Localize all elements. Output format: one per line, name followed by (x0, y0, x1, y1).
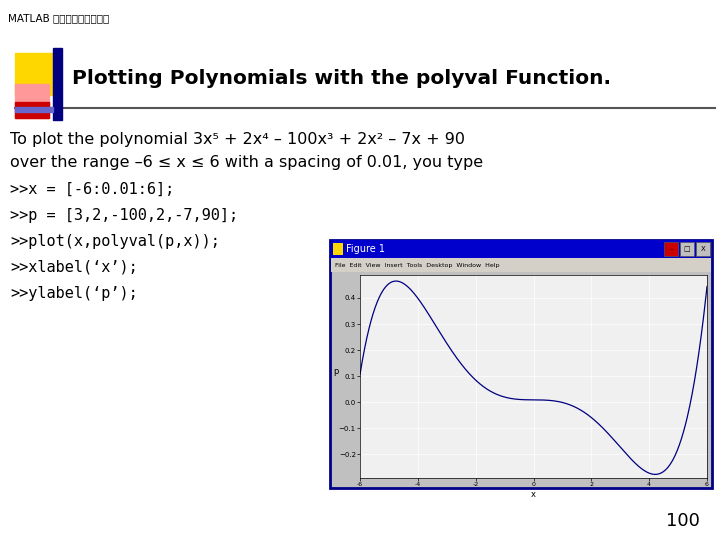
Text: File  Edit  View  Insert  Tools  Desktop  Window  Help: File Edit View Insert Tools Desktop Wind… (335, 262, 500, 267)
Text: >>ylabel(‘p’);: >>ylabel(‘p’); (10, 286, 138, 301)
Bar (330, 240, 712, 488)
X-axis label: x: x (531, 490, 536, 499)
Text: >>p = [3,2,-100,2,-7,90];: >>p = [3,2,-100,2,-7,90]; (10, 208, 238, 223)
Text: Figure 1: Figure 1 (346, 244, 385, 254)
Bar (15, 107, 53, 112)
Text: over the range –6 ≤ x ≤ 6 with a spacing of 0.01, you type: over the range –6 ≤ x ≤ 6 with a spacing… (10, 155, 483, 170)
Bar (331, 258, 711, 272)
Text: MATLAB 程式設計與工程應用: MATLAB 程式設計與工程應用 (8, 13, 109, 23)
Y-axis label: p: p (333, 368, 338, 376)
Text: □: □ (684, 246, 690, 252)
Bar (53, 48, 62, 120)
Bar (331, 240, 711, 258)
Text: >>x = [-6:0.01:6];: >>x = [-6:0.01:6]; (10, 182, 174, 197)
Text: 100: 100 (666, 512, 700, 530)
Bar (664, 242, 678, 256)
Text: To plot the polynomial 3x⁵ + 2x⁴ – 100x³ + 2x² – 7x + 90: To plot the polynomial 3x⁵ + 2x⁴ – 100x³… (10, 132, 465, 147)
Text: X: X (701, 246, 706, 252)
Text: Plotting Polynomials with the polyval Function.: Plotting Polynomials with the polyval Fu… (72, 69, 611, 87)
Text: >>xlabel(‘x’);: >>xlabel(‘x’); (10, 260, 138, 275)
Text: >>plot(x,polyval(p,x));: >>plot(x,polyval(p,x)); (10, 234, 220, 249)
Bar (15, 53, 57, 95)
Bar (680, 242, 694, 256)
Bar (333, 243, 343, 255)
Bar (696, 242, 710, 256)
Bar (15, 102, 49, 118)
Bar (15, 84, 49, 118)
Text: –: – (670, 246, 672, 252)
